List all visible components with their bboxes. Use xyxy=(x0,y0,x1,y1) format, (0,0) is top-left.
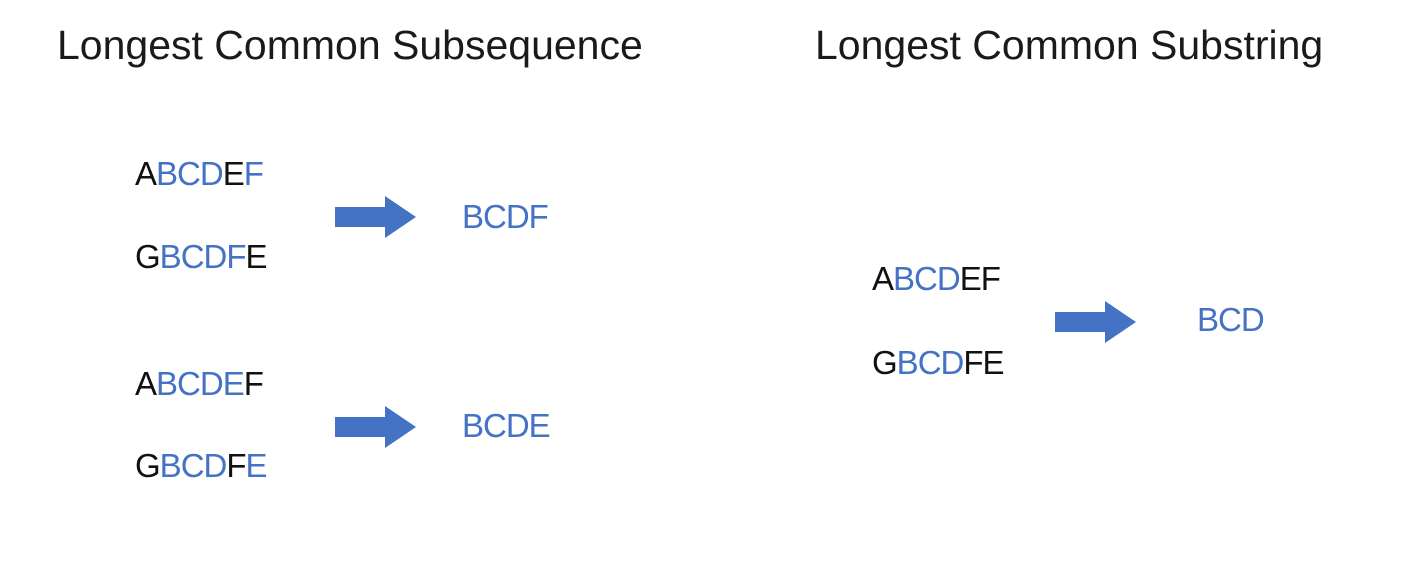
sequence-letter: G xyxy=(135,447,161,484)
lcs-example1-string2: GBCDFE xyxy=(135,238,268,275)
sequence-letter: D xyxy=(203,447,228,484)
sequence-letter: C xyxy=(914,260,938,297)
sequence-letter: E xyxy=(959,260,982,297)
sequence-letter: B xyxy=(159,447,182,484)
sequence-letter: B xyxy=(159,238,182,275)
substring-title: Longest Common Substring xyxy=(815,22,1324,68)
substring-example1-result: BCD xyxy=(1197,301,1265,338)
arrow-right-icon xyxy=(335,196,416,238)
arrow-right-icon xyxy=(335,406,416,448)
sequence-letter: E xyxy=(245,447,268,484)
sequence-letter: C xyxy=(917,344,942,381)
lcs-example2-string2: GBCDFE xyxy=(135,447,268,484)
sequence-letter: C xyxy=(177,365,201,402)
sequence-letter: B xyxy=(156,365,178,402)
lcs-example2-result: BCDE xyxy=(462,407,551,444)
sequence-letter: E xyxy=(222,365,245,402)
sequence-letter: B xyxy=(156,155,178,192)
substring-example1-string1: ABCDEF xyxy=(872,260,1001,297)
sequence-letter: F xyxy=(243,155,264,192)
sequence-letter: B xyxy=(896,344,919,381)
sequence-letter: D xyxy=(203,238,228,275)
arrow-right-icon xyxy=(1055,301,1136,343)
sequence-letter: C xyxy=(180,447,205,484)
sequence-letter: E xyxy=(222,155,245,192)
substring-example1-string2: GBCDFE xyxy=(872,344,1005,381)
sequence-letter: A xyxy=(135,155,157,192)
sequence-letter: F xyxy=(226,238,246,275)
lcs-example2-string1: ABCDEF xyxy=(135,365,264,402)
sequence-letter: B xyxy=(893,260,915,297)
sequence-letter: F xyxy=(243,365,264,402)
sequence-letter: D xyxy=(199,155,224,192)
lcs-example1-result: BCDF xyxy=(462,198,549,235)
sequence-letter: F xyxy=(980,260,1001,297)
sequence-letter: G xyxy=(872,344,898,381)
lcs-title: Longest Common Subsequence xyxy=(57,22,643,68)
sequence-letter: C xyxy=(177,155,201,192)
sequence-letter: E xyxy=(245,238,268,275)
sequence-letter: F xyxy=(226,447,246,484)
sequence-letter: D xyxy=(199,365,224,402)
sequence-letter: G xyxy=(135,238,161,275)
lcs-example1-string1: ABCDEF xyxy=(135,155,264,192)
sequence-letter: A xyxy=(872,260,894,297)
sequence-letter: D xyxy=(940,344,965,381)
sequence-letter: A xyxy=(135,365,157,402)
sequence-letter: C xyxy=(180,238,205,275)
sequence-letter: D xyxy=(936,260,961,297)
sequence-letter: E xyxy=(982,344,1005,381)
sequence-letter: F xyxy=(963,344,983,381)
